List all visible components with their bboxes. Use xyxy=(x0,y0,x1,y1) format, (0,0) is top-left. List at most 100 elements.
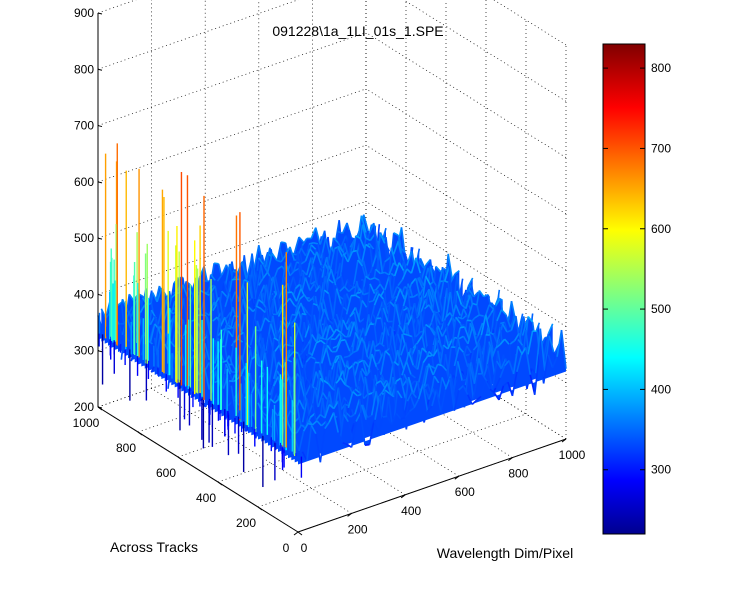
surface-segment xyxy=(288,389,295,407)
surface-segment xyxy=(336,275,342,280)
x-tick-label: 800 xyxy=(508,467,528,481)
y-tick-mark xyxy=(177,456,183,461)
surface-segment xyxy=(340,235,347,247)
surface-segment xyxy=(333,400,339,410)
surface-segment xyxy=(324,404,331,419)
surface-segment xyxy=(331,328,338,337)
surface-segment xyxy=(413,293,419,298)
y-tick-mark xyxy=(217,481,223,486)
surface-segment xyxy=(369,304,376,326)
surface-segment xyxy=(363,359,370,368)
surface-segment xyxy=(406,391,413,402)
surface-segment xyxy=(347,391,354,409)
surface-segment xyxy=(468,363,475,399)
surface-segment xyxy=(418,287,425,297)
surface-segment xyxy=(297,450,303,454)
surface-segment xyxy=(316,420,323,427)
x-tick-mark xyxy=(347,513,352,517)
surface-segment xyxy=(520,347,527,356)
surface-segment xyxy=(395,377,402,382)
surface-segment xyxy=(216,274,223,282)
surface-segment xyxy=(512,346,519,375)
x-tick-mark xyxy=(454,475,460,480)
surface-segment xyxy=(315,339,322,344)
surface-segment xyxy=(430,327,437,335)
colorbar xyxy=(602,43,646,535)
surface-segment xyxy=(128,311,135,327)
surface-segment xyxy=(374,342,381,348)
surface-segment xyxy=(360,404,367,420)
surface-segment xyxy=(310,227,317,239)
surface-segment xyxy=(273,376,279,387)
surface-segment xyxy=(214,296,221,305)
surface-segment xyxy=(337,246,344,258)
surface-segment xyxy=(506,329,512,333)
surface-segment xyxy=(422,383,429,412)
surface-segment xyxy=(394,303,401,326)
surface-segment xyxy=(368,242,375,250)
surface-segment xyxy=(498,385,505,401)
surface-segment xyxy=(295,288,302,302)
surface-segment xyxy=(221,264,228,276)
surface-segment xyxy=(433,294,440,313)
surface-segment xyxy=(321,347,328,364)
surface-segment xyxy=(309,412,316,419)
surface-segment xyxy=(445,312,451,318)
surface-segment xyxy=(509,339,516,345)
surface-segment xyxy=(254,273,261,300)
z-tick-mark xyxy=(97,406,103,409)
surface-segment xyxy=(301,238,308,246)
surface-segment xyxy=(424,304,430,310)
surface-segment xyxy=(466,284,473,293)
surface-segment xyxy=(353,311,360,337)
surface-segment xyxy=(354,307,361,323)
surface-segment xyxy=(267,424,273,428)
surface-segment xyxy=(336,335,343,347)
surface-segment xyxy=(465,353,471,356)
surface-segment xyxy=(383,276,390,292)
surface-segment xyxy=(527,330,534,355)
surface-segment xyxy=(347,421,354,441)
surface-segment xyxy=(411,391,418,399)
surface-segment xyxy=(468,289,475,298)
z-tick-label: 900 xyxy=(74,6,94,20)
grid-line xyxy=(365,88,567,215)
surface-segment xyxy=(437,312,444,322)
surface-segment xyxy=(432,348,439,357)
surface-segment xyxy=(407,334,413,338)
surface-segment xyxy=(375,283,381,291)
surface-segment xyxy=(456,290,463,305)
surface-segment xyxy=(332,412,339,433)
surface-segment xyxy=(320,421,327,427)
surface-segment xyxy=(310,280,316,285)
surface-segment xyxy=(203,367,210,390)
surface-segment xyxy=(369,283,376,295)
surface-segment xyxy=(141,297,148,306)
surface-segment xyxy=(359,238,366,250)
surface-segment xyxy=(472,373,479,400)
surface-segment xyxy=(410,373,416,379)
surface-segment xyxy=(382,307,389,322)
surface-segment xyxy=(305,356,312,363)
z-tick-mark xyxy=(97,350,103,353)
surface-segment xyxy=(386,300,392,306)
surface-segment xyxy=(293,310,300,323)
surface-segment xyxy=(354,398,361,415)
surface-segment xyxy=(405,361,412,375)
surface-segment xyxy=(306,425,313,461)
surface-segment xyxy=(459,326,465,329)
surface-segment xyxy=(441,327,448,337)
surface-segment xyxy=(488,304,495,310)
surface-segment xyxy=(347,251,354,263)
surface-segment xyxy=(433,375,440,384)
surface-segment xyxy=(296,424,303,434)
surface-segment xyxy=(415,257,422,274)
surface-segment xyxy=(342,319,349,331)
surface-segment xyxy=(479,314,484,317)
surface-segment xyxy=(458,385,464,391)
surface-segment xyxy=(340,339,346,342)
surface-segment xyxy=(384,389,391,395)
surface-segment xyxy=(403,333,408,336)
surface-segment xyxy=(530,367,537,374)
surface-segment xyxy=(339,286,346,292)
